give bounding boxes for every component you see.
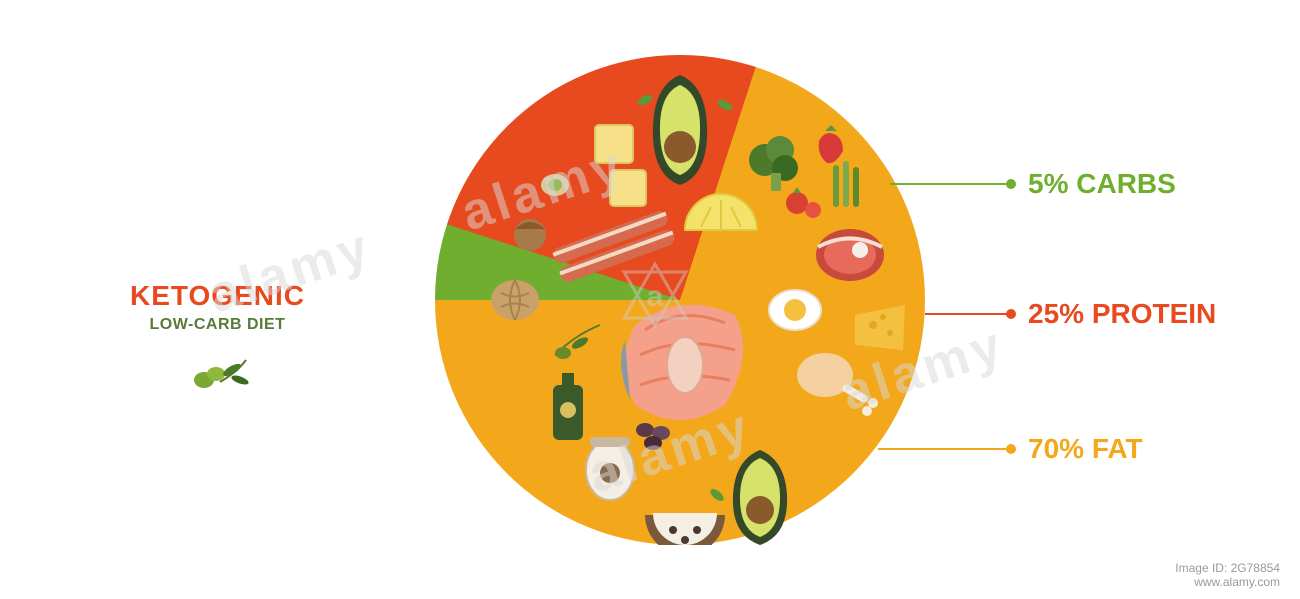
- olive-oil-icon: [553, 373, 583, 440]
- strawberry-icon: [819, 125, 843, 163]
- leaf-icon: [708, 487, 725, 503]
- bacon-icon: [551, 209, 676, 284]
- lemon-icon: [685, 194, 757, 230]
- callout-carbs: 5% CARBS: [890, 168, 1176, 200]
- title-main: KETOGENIC: [130, 280, 305, 312]
- walnut-icon: [491, 280, 539, 320]
- callout-label-fat: 70% FAT: [1028, 433, 1143, 465]
- callout-line: [878, 448, 1010, 450]
- avocado-half-icon: [733, 450, 787, 545]
- callout-label-protein: 25% PROTEIN: [1028, 298, 1216, 330]
- watermark-id: Image ID: 2G78854 www.alamy.com: [1175, 561, 1280, 589]
- olive-decoration-icon: [182, 352, 252, 407]
- chicken-leg-icon: [797, 353, 878, 416]
- leaf-icon: [716, 98, 734, 113]
- callout-line: [890, 183, 1010, 185]
- olives-icon: [636, 423, 670, 450]
- pie-chart: [435, 55, 925, 545]
- callout-fat: 70% FAT: [878, 433, 1143, 465]
- asparagus-icon: [833, 161, 859, 207]
- tomato-icon: [786, 187, 821, 218]
- coconut-oil-icon: [586, 437, 634, 500]
- egg-icon: [769, 290, 821, 330]
- olive-branch-icon: [555, 325, 600, 359]
- cheese-cubes-icon: [595, 125, 646, 206]
- hazelnut-icon: [514, 219, 546, 251]
- pistachio-icon: [541, 174, 569, 196]
- title-sub: LOW-CARB DIET: [130, 316, 305, 334]
- cheese-wedge-icon: [855, 305, 905, 350]
- steak-icon: [816, 229, 884, 281]
- salmon-icon: [621, 305, 743, 420]
- food-icons-layer: [435, 55, 925, 545]
- callout-line: [925, 313, 1010, 315]
- broccoli-icon: [749, 136, 798, 191]
- coconut-icon: [645, 513, 725, 545]
- leaf-icon: [636, 93, 654, 108]
- callout-label-carbs: 5% CARBS: [1028, 168, 1176, 200]
- title-block: KETOGENIC LOW-CARB DIET: [130, 280, 305, 407]
- avocado-icon: [653, 75, 707, 185]
- callout-protein: 25% PROTEIN: [925, 298, 1216, 330]
